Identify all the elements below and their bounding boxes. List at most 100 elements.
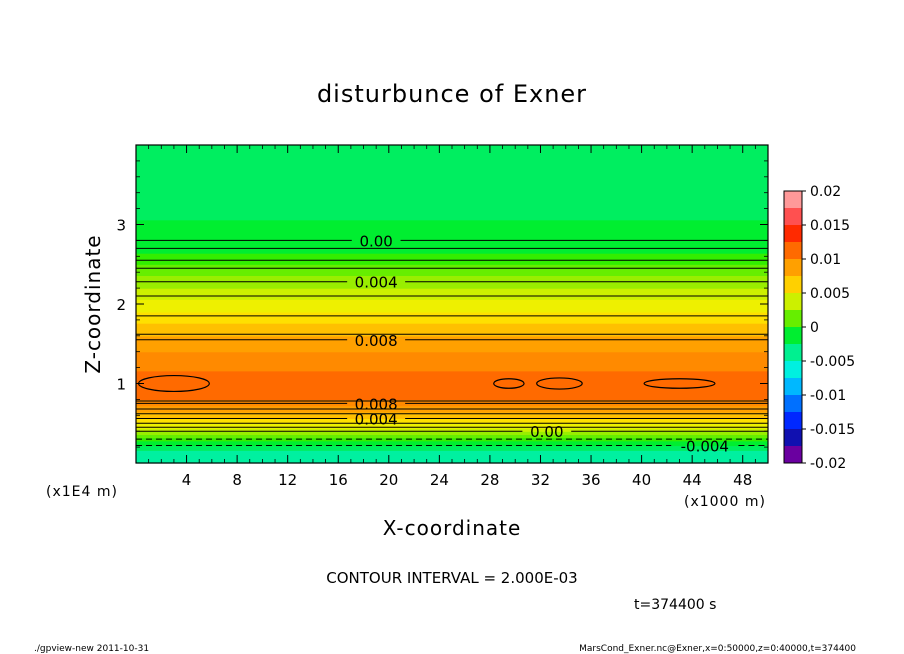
field-band [136, 300, 768, 304]
field-band [136, 262, 768, 265]
field-band [136, 431, 768, 434]
x-axis-ticks: 4 8 12 16 20 24 28 32 36 40 44 48 [148, 145, 756, 489]
field-band [136, 152, 768, 156]
field-band [136, 442, 768, 445]
field-band [136, 241, 768, 245]
field-band [136, 456, 768, 459]
field-band [136, 366, 768, 369]
x-tick-label: 8 [232, 471, 242, 489]
field-band [136, 172, 768, 175]
field-band [136, 219, 768, 222]
field-band [136, 340, 768, 343]
y-axis-ticks: 1 2 3 [116, 160, 768, 448]
field-band [136, 165, 768, 168]
field-band [136, 261, 768, 264]
field-band [136, 405, 768, 408]
field-band [136, 156, 768, 159]
field-band [136, 213, 768, 216]
field-band [136, 227, 768, 230]
field-band [136, 203, 768, 207]
field-band [136, 404, 768, 407]
field-band [136, 380, 768, 383]
field-band [136, 154, 768, 157]
field-band [136, 313, 768, 316]
field-band [136, 157, 768, 160]
field-band [136, 272, 768, 275]
field-band [136, 284, 768, 288]
colorbar-band [784, 191, 802, 209]
field-band [136, 207, 768, 210]
field-band [136, 305, 768, 308]
colorbar-ticks: 0.02 0.015 0.01 0.005 0 -0.005 -0.01 -0.015 -0.0… [802, 184, 855, 472]
x-tick-label: 24 [430, 471, 449, 489]
field-band [136, 451, 768, 455]
x-tick-label: 40 [632, 471, 651, 489]
field-band [136, 167, 768, 170]
y-axis-unit: (x1E4 m) [46, 484, 118, 500]
field-band [136, 179, 768, 183]
field-band [136, 432, 768, 435]
field-band [136, 386, 768, 389]
field-band [136, 224, 768, 227]
field-band [136, 323, 768, 326]
field-band [136, 345, 768, 348]
colorbar-band [784, 446, 802, 464]
colorbar-band [784, 225, 802, 243]
field-band [136, 205, 768, 208]
field-band [136, 251, 768, 254]
x-tick-label: 20 [379, 471, 398, 489]
field-band [136, 353, 768, 356]
field-band [136, 299, 768, 302]
colorbar [784, 191, 802, 464]
field-band [136, 283, 768, 286]
contour-label: 0.008 [355, 332, 398, 350]
field-band [136, 378, 768, 381]
contour-label: 0.00 [359, 232, 392, 250]
colorbar-band [784, 208, 802, 226]
field-band [136, 440, 768, 443]
colorbar-tick-label: 0.005 [810, 286, 850, 302]
field-band [136, 450, 768, 453]
field-band [136, 254, 768, 257]
field-band [136, 265, 768, 269]
field-band [136, 200, 768, 203]
field-band [136, 286, 768, 289]
field-band [136, 321, 768, 324]
field-band [136, 346, 768, 350]
field-band [136, 316, 768, 319]
colorbar-tick-label: 0 [810, 320, 819, 336]
field-band [136, 281, 768, 284]
maximum-cells [137, 374, 716, 393]
field-band [136, 243, 768, 246]
field-band [136, 229, 768, 232]
field-band [136, 367, 768, 370]
field-band [136, 415, 768, 418]
field-band [136, 391, 768, 394]
field-band [136, 257, 768, 261]
field-band [136, 170, 768, 173]
field-band [136, 189, 768, 192]
x-tick-label: 32 [531, 471, 550, 489]
footer-right: MarsCond_Exner.nc@Exner,x=0:50000,z=0:40… [579, 644, 856, 654]
field-band [136, 348, 768, 351]
field-band [136, 269, 768, 272]
field-band [136, 270, 768, 273]
field-band [136, 439, 768, 442]
field-band [136, 428, 768, 431]
field-band [136, 237, 768, 240]
field-band [136, 447, 768, 450]
colorbar-band [784, 395, 802, 413]
field-band [136, 334, 768, 337]
field-band [136, 410, 768, 413]
field-band [136, 221, 768, 224]
colorbar-tick-label: 0.02 [810, 184, 841, 200]
x-tick-label: 44 [683, 471, 702, 489]
field-band [136, 308, 768, 311]
field-band [136, 275, 768, 278]
footer-left: ./gpview-new 2011-10-31 [34, 644, 149, 654]
colorbar-tick-label: -0.005 [810, 354, 855, 370]
field-band [136, 455, 768, 458]
x-tick-label: 36 [581, 471, 600, 489]
field-band [136, 173, 768, 176]
